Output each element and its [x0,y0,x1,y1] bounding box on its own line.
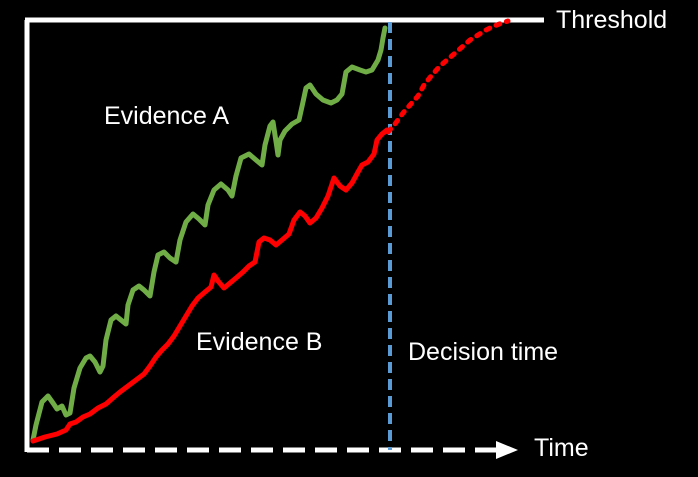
evidence-b-line [30,127,390,444]
threshold-label: Threshold [556,6,668,34]
evidence-a-line [30,25,388,443]
evidence-b-label: Evidence B [196,328,323,356]
time-axis-label: Time [534,434,589,462]
time-axis-arrowhead [496,441,518,459]
evidence-a-label: Evidence A [104,102,230,130]
evidence-b-projection [385,18,511,135]
decision-time-label: Decision time [408,338,559,366]
